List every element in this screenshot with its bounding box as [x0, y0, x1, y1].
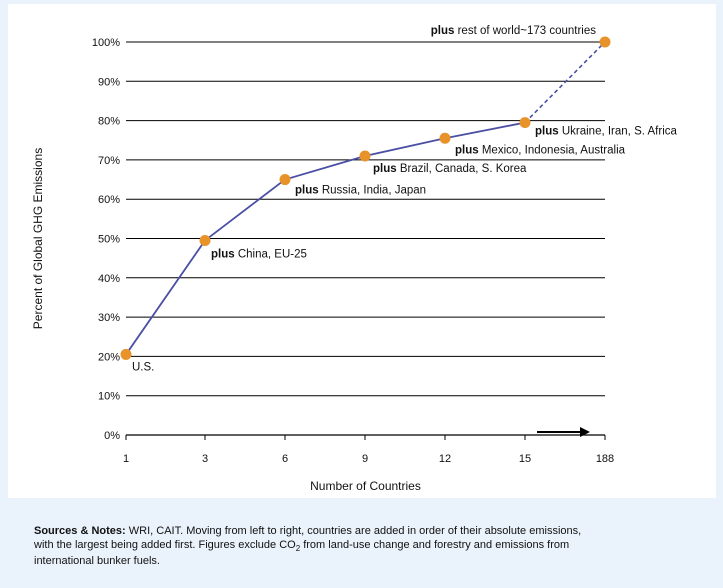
annotation-prefix: plus: [431, 25, 458, 37]
x-tick-label: 12: [439, 453, 451, 465]
y-tick-label: 60%: [98, 194, 120, 206]
y-tick-label: 0%: [104, 430, 120, 442]
series-line: [125, 41, 606, 355]
notes-text-4: international bunker fuels.: [34, 555, 160, 568]
data-point: [359, 150, 371, 162]
point-annotation: plus rest of world~173 countries: [431, 25, 596, 37]
notes-text-3: from land-use change and forestry and em…: [300, 538, 570, 551]
annotation-prefix: plus: [535, 126, 562, 138]
gridlines: [126, 41, 605, 436]
y-tick-label: 80%: [98, 116, 120, 128]
point-annotation: plus China, EU-25: [211, 248, 307, 260]
point-annotation: plus Russia, India, Japan: [295, 185, 426, 197]
x-tick-label: 3: [202, 453, 208, 465]
x-tick-label: 15: [519, 453, 531, 465]
y-tick-label: 30%: [98, 312, 120, 324]
series-solid-line: [125, 121, 526, 355]
notes-lead: Sources & Notes:: [34, 525, 126, 537]
notes-text-1: WRI, CAIT. Moving from left to right, co…: [125, 525, 582, 537]
annotation-text: Mexico, Indonesia, Australia: [482, 144, 626, 156]
y-axis-title: Percent of Global GHG Emissions: [31, 148, 45, 329]
data-point: [599, 36, 611, 48]
annotation-text: Brazil, Canada, S. Korea: [400, 163, 527, 175]
annotation-prefix: plus: [455, 144, 482, 156]
annotation-text: U.S.: [132, 361, 154, 373]
y-tick-label: 10%: [98, 391, 120, 403]
annotation-prefix: plus: [373, 163, 400, 175]
x-tick-label: 188: [596, 453, 614, 465]
sources-notes: Sources & Notes: WRI, CAIT. Moving from …: [34, 525, 694, 569]
x-axis: 1 3 6 9 12 15 188: [123, 427, 614, 465]
point-annotation: U.S.: [132, 361, 154, 373]
y-tick-label: 90%: [98, 76, 120, 88]
data-point: [279, 174, 291, 186]
y-tick-label: 20%: [98, 351, 120, 363]
point-annotation: plus Ukraine, Iran, S. Africa: [535, 126, 677, 138]
point-annotation: plus Brazil, Canada, S. Korea: [373, 163, 527, 175]
data-point: [439, 132, 451, 144]
notes-subscript: 2: [295, 543, 301, 553]
y-tick-label: 50%: [98, 234, 120, 246]
annotation-text: rest of world~173 countries: [458, 25, 597, 37]
notes-text-2: with the largest being added first. Figu…: [34, 538, 296, 551]
y-tick-label: 70%: [98, 155, 120, 167]
annotation-prefix: plus: [295, 185, 322, 197]
data-point: [199, 234, 211, 246]
data-point: [120, 348, 132, 360]
y-axis-ticks: 0% 10% 20% 30% 40% 50% 60% 70% 80% 90% 100%: [92, 37, 120, 442]
series-markers: [120, 36, 611, 360]
axis-break-arrow-head: [580, 427, 590, 437]
annotation-text: Ukraine, Iran, S. Africa: [562, 126, 678, 138]
x-tick-label: 6: [282, 453, 288, 465]
annotation-prefix: plus: [211, 248, 238, 260]
x-axis-title: Number of Countries: [310, 479, 421, 493]
y-tick-label: 40%: [98, 273, 120, 285]
annotation-text: Russia, India, Japan: [322, 185, 426, 197]
annotation-text: China, EU-25: [238, 248, 307, 260]
y-tick-label: 100%: [92, 37, 120, 49]
data-point: [519, 117, 531, 129]
x-tick-label: 1: [123, 453, 129, 465]
point-annotation: plus Mexico, Indonesia, Australia: [455, 144, 626, 156]
x-tick-label: 9: [362, 453, 368, 465]
series-dashed-line: [524, 41, 606, 124]
chart-panel: 0% 10% 20% 30% 40% 50% 60% 70% 80% 90% 100% 1 3 6 9 12…: [8, 4, 716, 498]
emissions-chart: 0% 10% 20% 30% 40% 50% 60% 70% 80% 90% 100% 1 3 6 9 12…: [31, 25, 677, 493]
